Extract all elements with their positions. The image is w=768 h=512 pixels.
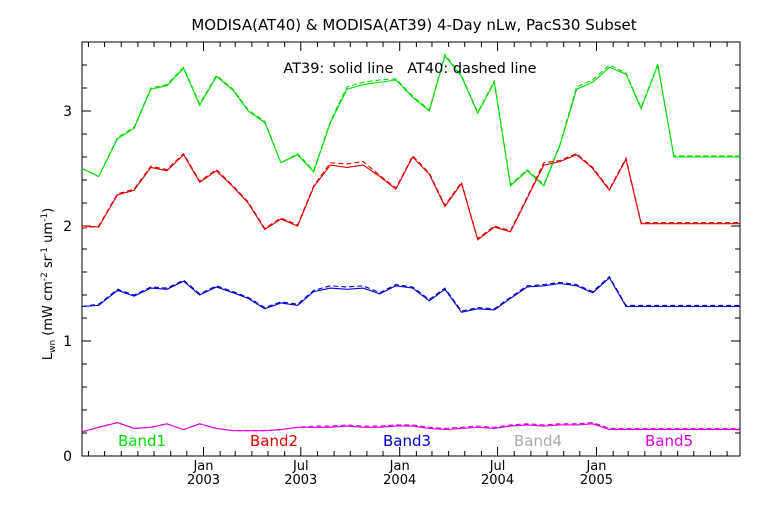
y-axis-label-units-d: ) [41,208,56,213]
x-tick-month-label: Jan [389,459,410,474]
legend-item-band1: Band1 [118,432,166,450]
x-tick-month-label: Jan [585,459,606,474]
x-tick-year-label: 2003 [187,473,220,488]
y-axis-label-main: L [41,352,56,360]
y-axis-label: Lwn (mW cm-2 sr-1 um-1) [40,208,58,360]
legend-item-band4: Band4 [514,432,562,450]
y-axis-label-units-c: um [41,222,56,247]
y-axis-label-exp-b: -1 [40,247,50,256]
y-tick-label: 1 [63,334,72,350]
legend-item-band5: Band5 [645,432,693,450]
x-tick-month-label: Jan [192,459,213,474]
line-style-annotation: AT39: solid line AT40: dashed line [283,61,536,77]
series-layer [81,53,740,433]
y-axis-label-subscript: wn [48,340,58,353]
y-axis-label-units-a: (mW cm [41,281,56,340]
y-axis: 0 1 2 3 [63,41,740,465]
series-line-band3-at40 [81,275,740,312]
x-tick-month-label: Jul [489,459,506,474]
y-tick-label: 3 [63,104,72,120]
legend-item-band2: Band2 [250,432,298,450]
legend: Band1 Band2 Band3 Band4 Band5 [118,432,693,450]
chart-title: MODISA(AT40) & MODISA(AT39) 4-Day nLw, P… [191,16,636,34]
y-tick-label: 2 [63,219,72,235]
series-line-band2-at40 [81,152,740,240]
x-tick-year-label: 2004 [383,473,416,488]
x-tick-year-label: 2005 [580,473,613,488]
x-tick-year-label: 2004 [481,473,514,488]
legend-item-band3: Band3 [383,432,431,450]
y-tick-label: 0 [63,449,72,465]
y-axis-label-exp-c: -1 [40,213,50,222]
y-axis-label-units-b: sr [41,255,56,272]
x-tick-year-label: 2003 [284,473,317,488]
y-axis-label-exp-a: -2 [40,272,50,281]
x-tick-month-label: Jul [292,459,309,474]
series-line-band5-at40 [81,422,740,433]
series-line-band3-at39 [81,276,740,313]
series-line-band1-at40 [81,53,740,186]
